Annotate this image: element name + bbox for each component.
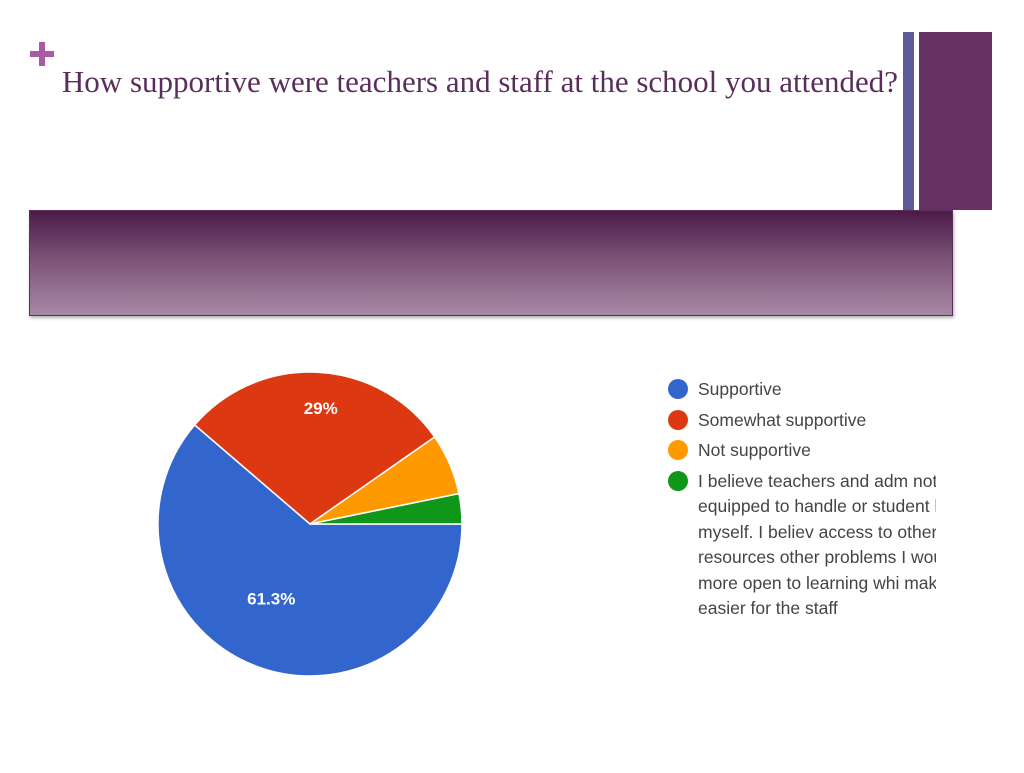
- decorative-bar-thin: [903, 32, 914, 210]
- chart-legend: Supportive Somewhat supportive Not support…: [668, 377, 936, 652]
- legend-swatch-3: [668, 470, 688, 491]
- legend-swatch-2: [668, 440, 688, 460]
- legend-item-3: I believe teachers and adm not equipped …: [668, 469, 936, 622]
- legend-swatch-0: [668, 379, 688, 399]
- legend-label-3: I believe teachers and adm not equipped …: [698, 470, 936, 619]
- pie-slice-3: [309, 492, 463, 525]
- legend-swatch-1: [668, 409, 688, 430]
- legend-item-2: Not supportive: [668, 438, 936, 464]
- legend-item-0: Supportive: [668, 377, 936, 403]
- pie-data-label-0: 61.3%: [247, 589, 295, 608]
- legend-item-1: Somewhat supportive: [668, 408, 936, 434]
- gradient-banner: [29, 210, 953, 316]
- legend-label-1: Somewhat supportive: [698, 409, 867, 430]
- decorative-bar-block: [919, 32, 992, 210]
- slide-title: How supportive were teachers and staff a…: [61, 64, 899, 99]
- pie-slice-0: [157, 423, 463, 677]
- plus-icon: [26, 38, 58, 70]
- legend-label-0: Supportive: [698, 379, 782, 399]
- pie-data-label-1: 29%: [304, 399, 338, 418]
- legend-label-2: Not supportive: [698, 440, 811, 460]
- pie-slice-1: [193, 371, 436, 525]
